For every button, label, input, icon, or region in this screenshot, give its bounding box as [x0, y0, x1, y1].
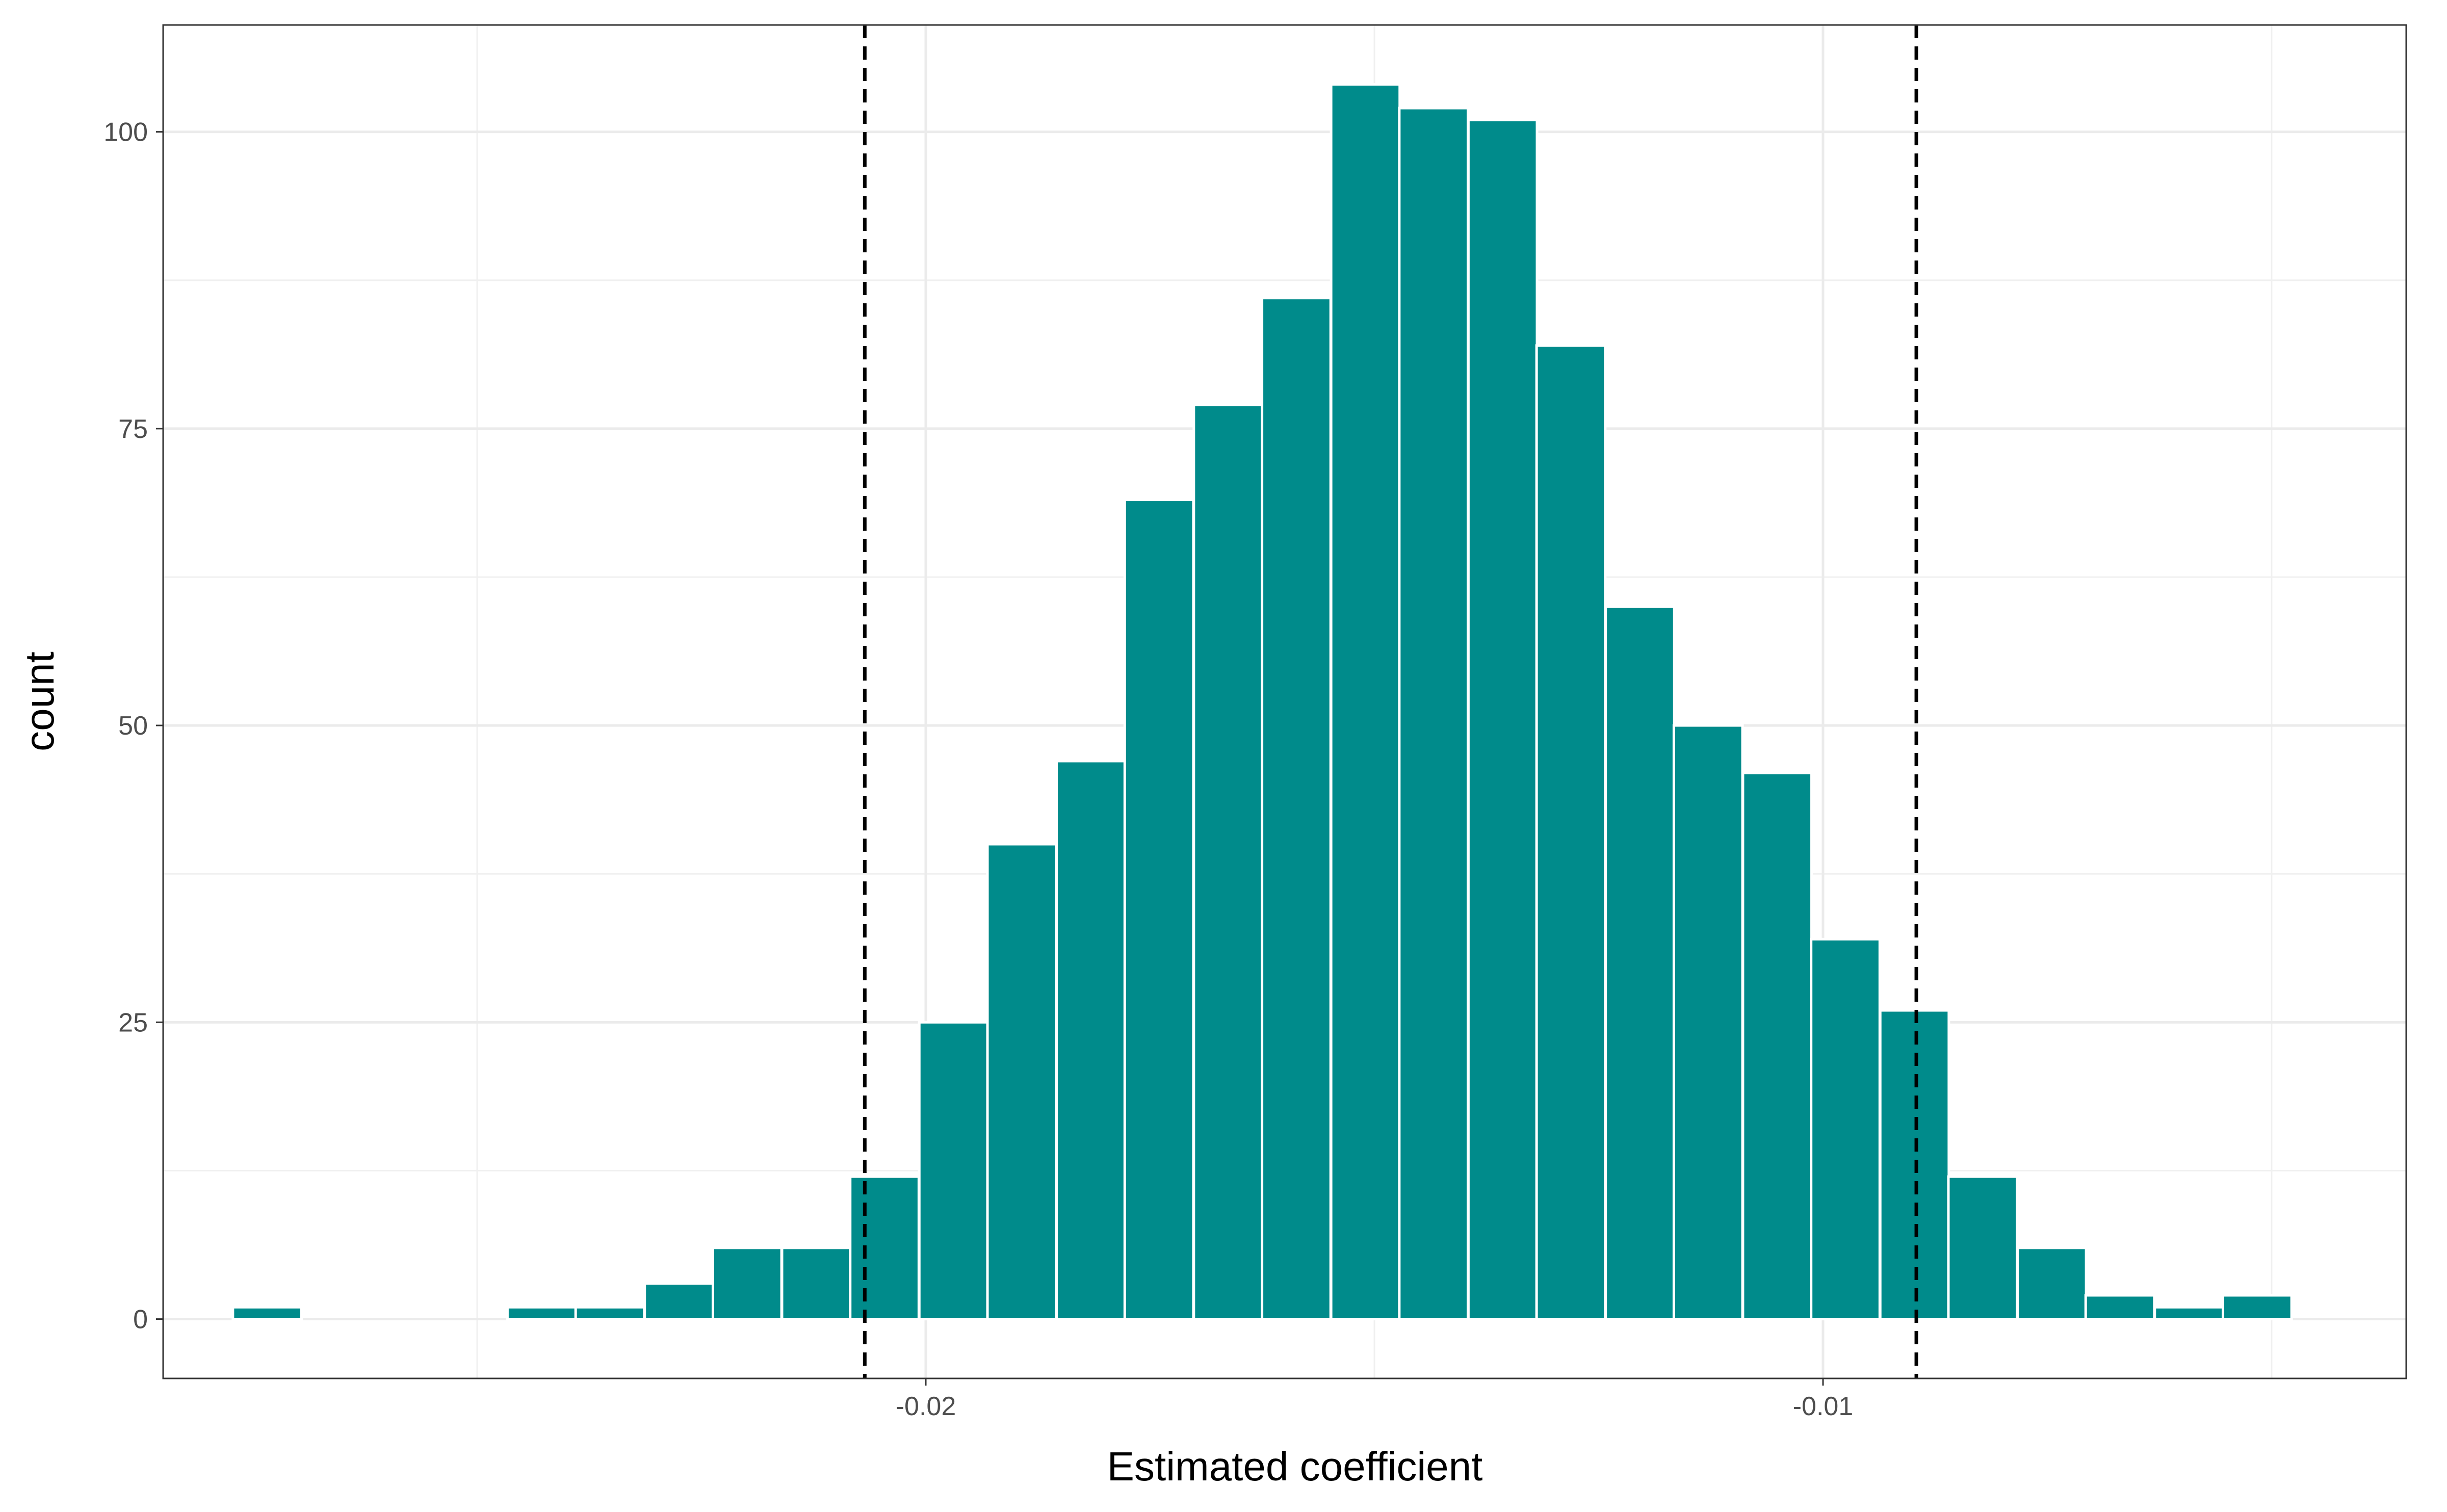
- histogram-bar: [711, 1246, 783, 1321]
- y-axis-title: count: [17, 651, 62, 751]
- histogram-bar: [1398, 107, 1469, 1321]
- histogram-bar: [1261, 297, 1332, 1321]
- histogram-bar: [1810, 937, 1881, 1321]
- histogram-bar: [2016, 1246, 2088, 1321]
- y-tick-label: 0: [133, 1305, 148, 1335]
- histogram-bar: [1535, 344, 1607, 1321]
- histogram-bar: [986, 843, 1058, 1321]
- reference-lines: [863, 25, 1918, 1378]
- histogram-bar: [1879, 1009, 1950, 1321]
- x-axis-title: Estimated coefficient: [1107, 1444, 1483, 1489]
- histogram-bar: [1947, 1175, 2019, 1321]
- histogram-bar: [2153, 1306, 2225, 1321]
- y-tick-label: 50: [118, 711, 148, 741]
- x-tick-label: -0.01: [1793, 1392, 1854, 1421]
- histogram-bar: [1330, 83, 1401, 1321]
- y-axis: 0 25 50 75 100: [103, 118, 163, 1335]
- histogram-bar: [2222, 1294, 2293, 1321]
- histogram-bar: [1467, 118, 1539, 1321]
- histogram-bar: [643, 1282, 715, 1321]
- histogram-bars: [231, 83, 2293, 1321]
- histogram-bar: [1123, 499, 1195, 1321]
- histogram-bar: [918, 1021, 990, 1321]
- x-tick-label: -0.02: [896, 1392, 956, 1421]
- y-tick-label: 75: [118, 414, 148, 444]
- y-tick-label: 100: [103, 118, 148, 147]
- y-tick-label: 25: [118, 1008, 148, 1037]
- histogram-bar: [1604, 605, 1676, 1321]
- x-axis: -0.02 -0.01: [896, 1378, 1854, 1421]
- histogram-bar: [1741, 771, 1813, 1321]
- histogram-bar: [849, 1175, 920, 1321]
- histogram-bar: [2084, 1294, 2156, 1321]
- histogram-bar: [1672, 724, 1744, 1321]
- histogram-bar: [574, 1306, 646, 1321]
- histogram-bar: [1055, 760, 1127, 1321]
- plot-panel-border: [162, 24, 2407, 1379]
- histogram-bar: [506, 1306, 578, 1321]
- histogram-bar: [1192, 403, 1264, 1321]
- histogram-bar: [780, 1246, 852, 1321]
- histogram-bar: [231, 1306, 303, 1321]
